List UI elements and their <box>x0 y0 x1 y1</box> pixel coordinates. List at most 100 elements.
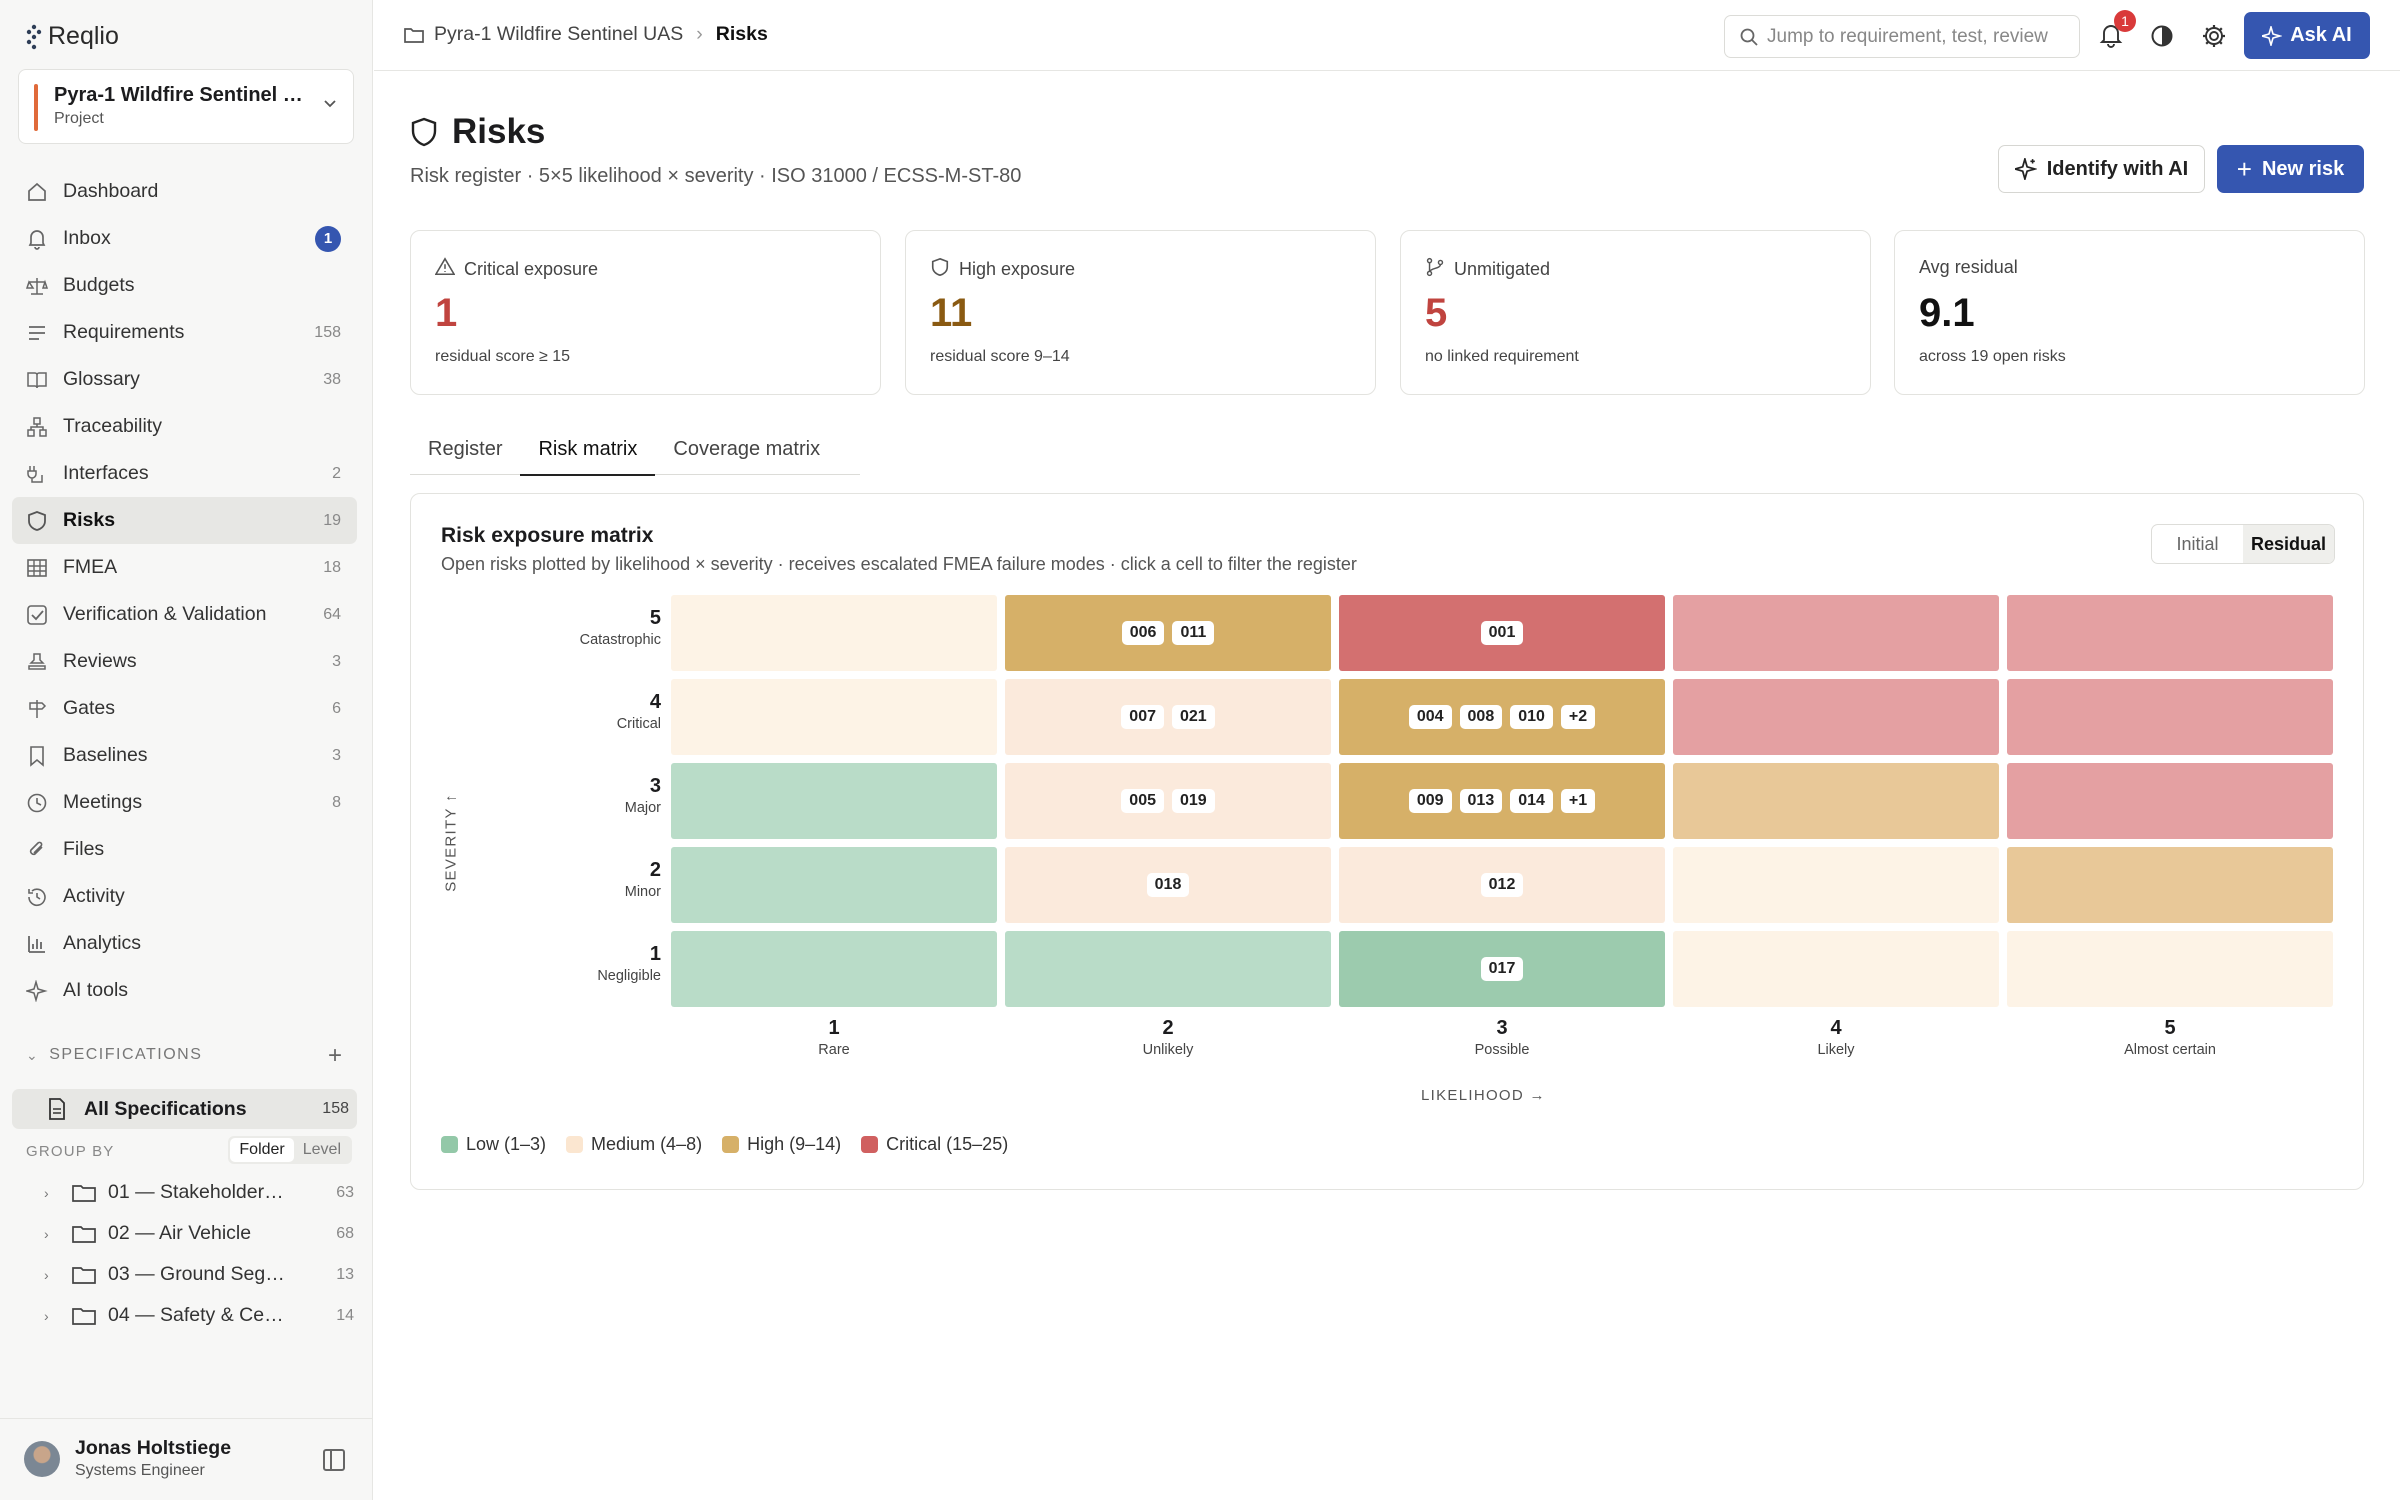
risk-chip[interactable]: 018 <box>1146 873 1190 897</box>
group-by-folder[interactable]: Folder <box>230 1138 294 1162</box>
matrix-cell[interactable] <box>671 931 997 1007</box>
risk-chip[interactable]: 010 <box>1510 705 1553 729</box>
page-subtitle: Risk register · 5×5 likelihood × severit… <box>410 165 1022 187</box>
project-switcher[interactable]: Pyra-1 Wildfire Sentinel UAS Project <box>18 69 354 144</box>
sidebar-item-count: 3 <box>332 746 341 764</box>
mode-initial[interactable]: Initial <box>2176 533 2219 554</box>
sidebar-item-verification-validation[interactable]: Verification & Validation 64 <box>12 591 357 638</box>
matrix-cell[interactable]: 006 011 <box>1005 595 1331 671</box>
spec-folder-item[interactable]: › 04 — Safety & Certification 14 <box>44 1295 354 1336</box>
sidebar-item-budgets[interactable]: Budgets <box>12 262 357 309</box>
sidebar-item-reviews[interactable]: Reviews 3 <box>12 638 357 685</box>
sidebar-item-risks[interactable]: Risks 19 <box>12 497 357 544</box>
more-risks-chip[interactable]: +2 <box>1560 705 1596 729</box>
more-risks-chip[interactable]: +1 <box>1560 789 1596 813</box>
chevron-right-icon[interactable]: › <box>44 1184 49 1201</box>
matrix-cell[interactable] <box>671 847 997 923</box>
matrix-cell[interactable] <box>1673 931 1999 1007</box>
identify-with-ai-button[interactable]: Identify with AI <box>1998 145 2205 193</box>
risk-chip[interactable]: 012 <box>1480 873 1524 897</box>
risk-chip[interactable]: 014 <box>1510 789 1553 813</box>
matrix-cell[interactable]: 018 <box>1005 847 1331 923</box>
chevron-right-icon[interactable]: › <box>44 1307 49 1324</box>
tab-coverage-matrix[interactable]: Coverage matrix <box>673 437 821 460</box>
matrix-cell[interactable] <box>671 763 997 839</box>
risk-chip[interactable]: 009 <box>1408 789 1452 813</box>
mode-residual[interactable]: Residual <box>2243 525 2334 563</box>
sidebar-item-requirements[interactable]: Requirements 158 <box>12 309 357 356</box>
search-input[interactable]: Jump to requirement, test, review <box>1724 15 2080 58</box>
sidebar-item-traceability[interactable]: Traceability <box>12 403 357 450</box>
tab-register[interactable]: Register <box>428 437 503 460</box>
matrix-cell[interactable]: 007 021 <box>1005 679 1331 755</box>
risk-chip[interactable]: 019 <box>1172 789 1215 813</box>
sidebar-item-gates[interactable]: Gates 6 <box>12 685 357 732</box>
notifications-bell-icon[interactable] <box>2098 22 2124 48</box>
new-risk-button[interactable]: + New risk <box>2217 145 2364 193</box>
matrix-cell[interactable] <box>1673 763 1999 839</box>
sidebar-item-dashboard[interactable]: Dashboard <box>12 168 357 215</box>
matrix-cell[interactable]: 001 <box>1339 595 1665 671</box>
severity-level: 3 <box>649 775 661 797</box>
stat-value: 1 <box>435 291 458 335</box>
group-by-level[interactable]: Level <box>302 1141 341 1158</box>
risk-chip[interactable]: 001 <box>1480 621 1524 645</box>
matrix-cell[interactable] <box>2007 763 2333 839</box>
sidebar-item-files[interactable]: Files <box>12 826 357 873</box>
risk-chip[interactable]: 004 <box>1408 705 1452 729</box>
chevron-right-icon[interactable]: › <box>44 1266 49 1283</box>
matrix-cell[interactable] <box>671 679 997 755</box>
matrix-cell[interactable] <box>2007 847 2333 923</box>
sidebar-item-fmea[interactable]: FMEA 18 <box>12 544 357 591</box>
matrix-cell[interactable] <box>1005 931 1331 1007</box>
risk-chip[interactable]: 013 <box>1459 789 1503 813</box>
matrix-cell[interactable]: 012 <box>1339 847 1665 923</box>
risk-chip[interactable]: 017 <box>1480 957 1524 981</box>
risk-chip[interactable]: 021 <box>1172 705 1215 729</box>
sidebar-item-activity[interactable]: Activity <box>12 873 357 920</box>
add-specification-button[interactable]: + <box>327 1042 342 1069</box>
sidebar-item-analytics[interactable]: Analytics <box>12 920 357 967</box>
risk-chip[interactable]: 008 <box>1459 705 1503 729</box>
matrix-cell[interactable] <box>1673 595 1999 671</box>
sidebar-item-meetings[interactable]: Meetings 8 <box>12 779 357 826</box>
risk-chip[interactable]: 006 <box>1121 621 1165 645</box>
specifications-section-header[interactable]: ⌄ SPECIFICATIONS + <box>26 1042 346 1069</box>
sidebar-item-inbox[interactable]: Inbox 1 <box>12 215 357 262</box>
matrix-cell[interactable]: 005 019 <box>1005 763 1331 839</box>
user-profile[interactable]: Jonas Holtstiege Systems Engineer <box>0 1418 373 1500</box>
sidebar-item-baselines[interactable]: Baselines 3 <box>12 732 357 779</box>
matrix-cell[interactable] <box>1673 679 1999 755</box>
matrix-cell[interactable] <box>1673 847 1999 923</box>
collapse-sidebar-icon[interactable] <box>323 1449 345 1471</box>
chevron-right-icon[interactable]: › <box>44 1225 49 1242</box>
spec-folder-item[interactable]: › 02 — Air Vehicle 68 <box>44 1213 354 1254</box>
tab-risk-matrix[interactable]: Risk matrix <box>520 423 656 476</box>
matrix-cell[interactable] <box>2007 679 2333 755</box>
severity-name: Minor <box>624 884 661 900</box>
matrix-cell[interactable] <box>671 595 997 671</box>
risk-chip[interactable]: 005 <box>1121 789 1164 813</box>
sidebar-item-glossary[interactable]: Glossary 38 <box>12 356 357 403</box>
matrix-cell[interactable] <box>2007 931 2333 1007</box>
app-logo[interactable]: Reqlio <box>26 22 119 51</box>
spec-folder-item[interactable]: › 01 — Stakeholder Requirements 63 <box>44 1172 354 1213</box>
folder-icon <box>404 27 424 43</box>
all-specifications-item[interactable]: All Specifications 158 <box>12 1089 357 1129</box>
shield-icon <box>930 257 950 282</box>
matrix-cell[interactable]: 009 013 014 +1 <box>1339 763 1665 839</box>
risk-chip[interactable]: 007 <box>1121 705 1164 729</box>
spec-folder-item[interactable]: › 03 — Ground Segment 13 <box>44 1254 354 1295</box>
matrix-cell[interactable] <box>2007 595 2333 671</box>
sidebar-item-interfaces[interactable]: Interfaces 2 <box>12 450 357 497</box>
theme-contrast-icon[interactable] <box>2150 24 2174 48</box>
folder-icon <box>72 1224 96 1244</box>
ask-ai-button[interactable]: Ask AI <box>2244 12 2370 59</box>
matrix-cell[interactable]: 017 <box>1339 931 1665 1007</box>
breadcrumb-project[interactable]: Pyra-1 Wildfire Sentinel UAS <box>434 23 684 45</box>
sidebar-item-ai-tools[interactable]: AI tools <box>12 967 357 1014</box>
risk-chip[interactable]: 011 <box>1172 621 1215 645</box>
settings-gear-icon[interactable] <box>2201 23 2227 49</box>
top-bar: Pyra-1 Wildfire Sentinel UAS › Risks Jum… <box>374 0 2400 71</box>
matrix-cell[interactable]: 004 008 010 +2 <box>1339 679 1665 755</box>
